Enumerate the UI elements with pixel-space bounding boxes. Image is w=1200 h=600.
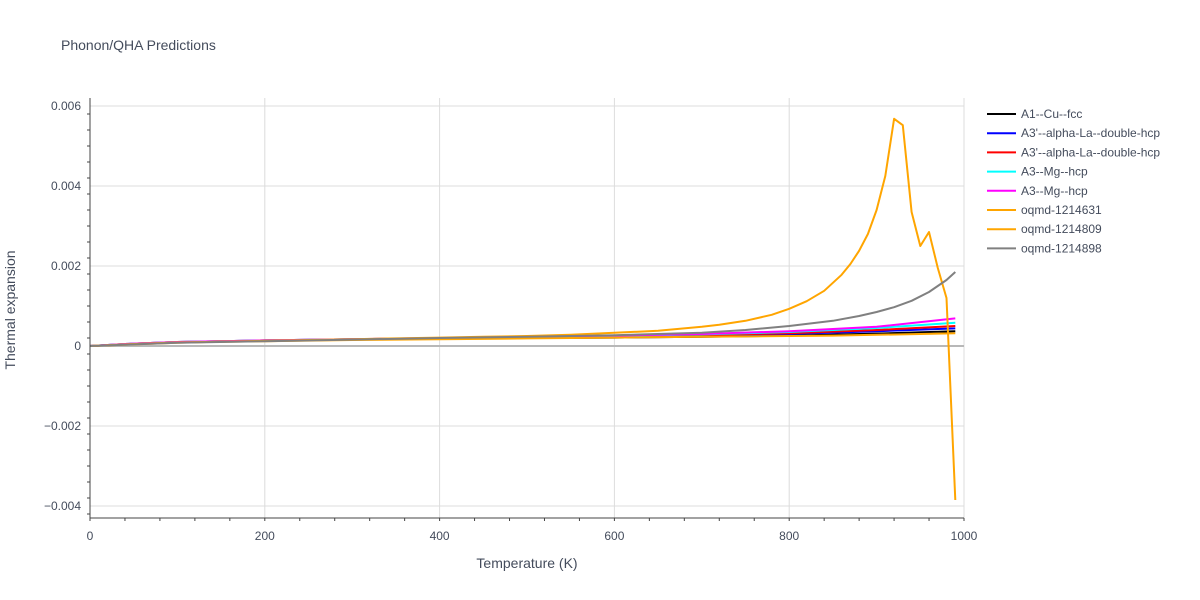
legend-label: oqmd-1214631 [1021,203,1102,217]
y-axis: −0.004 −0.002 0 0.002 0.004 0.006 [44,98,91,518]
y-tick-label: 0.006 [51,99,81,113]
series-line-7 [89,271,956,347]
x-axis: 0 200 400 600 800 1000 [87,517,978,543]
x-tick-label: 400 [430,529,450,543]
y-tick-label: 0 [74,339,81,353]
x-tick-label: 800 [779,529,799,543]
x-tick-label: 0 [87,529,94,543]
x-axis-title: Temperature (K) [476,555,577,571]
legend-label: oqmd-1214898 [1021,241,1102,255]
legend-label: A3--Mg--hcp [1021,184,1088,198]
x-tick-label: 200 [255,529,275,543]
y-tick-label: 0.004 [51,179,81,193]
x-tick-label: 1000 [951,529,978,543]
y-tick-label: −0.002 [44,419,81,433]
series-group [89,117,957,501]
legend-label: A1--Cu--fcc [1021,107,1082,121]
grid [90,98,965,518]
legend-label: A3--Mg--hcp [1021,165,1088,179]
x-tick-label: 600 [604,529,624,543]
y-tick-label: −0.004 [44,499,81,513]
chart-title: Phonon/QHA Predictions [61,37,216,53]
y-axis-title: Thermal expansion [2,250,18,369]
y-tick-label: 0.002 [51,259,81,273]
legend-label: oqmd-1214809 [1021,222,1102,236]
legend-label: A3'--alpha-La--double-hcp [1021,126,1160,140]
legend: A1--Cu--fcc A3'--alpha-La--double-hcp A3'-… [987,107,1160,255]
legend-label: A3'--alpha-La--double-hcp [1021,145,1160,159]
